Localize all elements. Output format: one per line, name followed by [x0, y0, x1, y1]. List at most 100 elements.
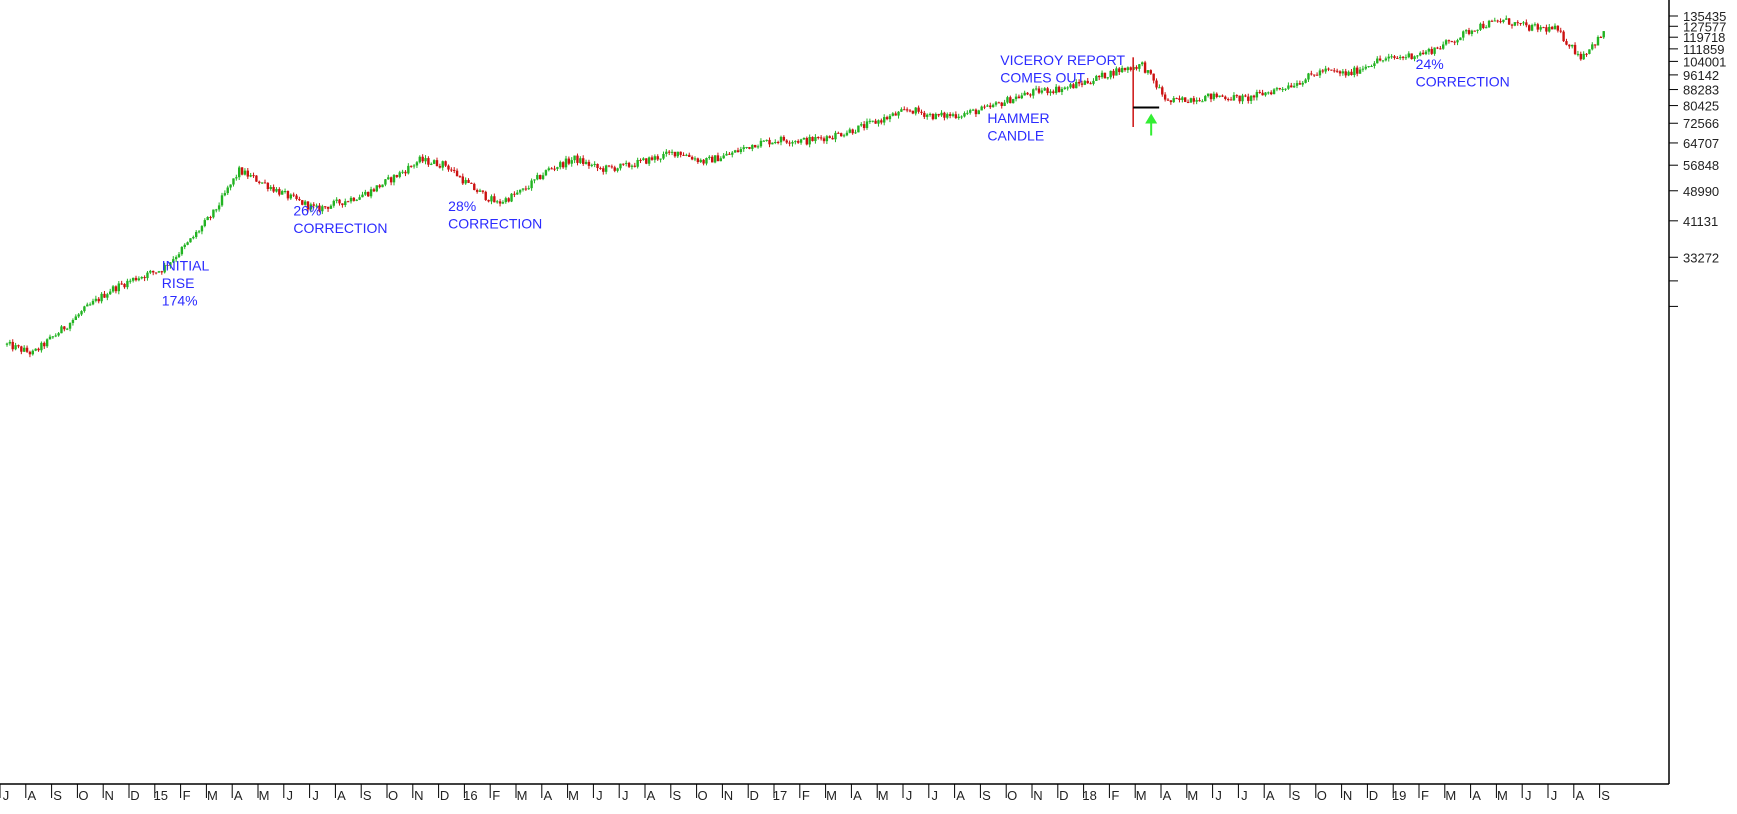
x-tick-label: J	[3, 788, 10, 803]
candle-body	[1186, 101, 1190, 103]
annotation: 28%CORRECTION	[448, 198, 542, 232]
candle-body	[1218, 95, 1221, 97]
y-tick-label: 127577	[1683, 19, 1726, 34]
candle-body	[556, 167, 559, 169]
candle-body	[352, 197, 356, 201]
candle-body	[625, 162, 628, 164]
candle-body	[77, 314, 80, 317]
candle-body	[309, 204, 313, 210]
candle-body	[1003, 102, 1006, 106]
candle-body	[174, 257, 178, 260]
candle-body	[1370, 66, 1373, 68]
candle-body	[1419, 52, 1422, 56]
candle-body	[88, 304, 92, 306]
candle-body	[1430, 48, 1433, 54]
y-tick-label: 48990	[1683, 184, 1719, 199]
candle-body	[1129, 67, 1132, 70]
candle-body	[140, 277, 143, 279]
candle-body	[567, 158, 571, 164]
candle-body	[693, 158, 697, 160]
candle-body	[1181, 97, 1184, 101]
x-tick-label: O	[1007, 788, 1017, 803]
candle-body	[926, 114, 929, 117]
candle-body	[900, 109, 903, 112]
candle-body	[20, 346, 23, 352]
candle-body	[464, 179, 467, 184]
candle-body	[802, 137, 806, 140]
candle-body	[791, 142, 794, 144]
candle-body	[971, 109, 975, 111]
candle-body	[306, 201, 310, 210]
candle-body	[1080, 83, 1084, 85]
candle-body	[1206, 93, 1210, 97]
candle-body	[1596, 36, 1600, 46]
candle-body	[1123, 67, 1127, 71]
annotation: 24%CORRECTION	[1416, 56, 1510, 90]
candle-body	[272, 186, 275, 192]
candle-body	[1424, 51, 1428, 55]
candle-body	[286, 191, 290, 199]
candle-body	[329, 205, 333, 209]
candle-body	[719, 158, 722, 162]
candle-body	[573, 155, 576, 161]
x-tick-label: D	[1369, 788, 1378, 803]
candle-body	[731, 152, 734, 155]
candle-body	[97, 298, 100, 302]
candle-body	[828, 136, 831, 138]
candle-body	[756, 146, 760, 148]
x-tick-label: F	[1421, 788, 1429, 803]
candle-body	[668, 151, 671, 153]
x-tick-label: J	[1551, 788, 1558, 803]
candle-body	[1169, 100, 1173, 103]
x-tick-label: N	[1033, 788, 1042, 803]
candle-body	[318, 205, 321, 212]
x-tick-label: S	[1292, 788, 1301, 803]
candle-body	[1146, 70, 1150, 73]
candle-body	[498, 201, 502, 204]
candle-body	[564, 158, 568, 168]
candle-body	[1330, 69, 1333, 71]
candle-body	[103, 293, 106, 298]
candle-body	[682, 154, 685, 156]
candle-body	[1014, 96, 1018, 100]
candle-body	[1212, 93, 1216, 100]
candle-body	[1493, 20, 1496, 22]
candle-body	[48, 336, 52, 340]
candle-body	[1034, 88, 1038, 90]
candle-body	[1175, 98, 1178, 100]
candle-body	[619, 163, 622, 169]
x-tick-label: O	[388, 788, 398, 803]
candle-body	[974, 109, 978, 115]
candle-body	[587, 161, 591, 166]
annotation-line: INITIAL	[162, 258, 210, 274]
y-tick-label: 64707	[1683, 136, 1719, 151]
y-tick-label: 135435	[1683, 9, 1726, 24]
candle-body	[673, 151, 677, 157]
candle-body	[745, 147, 748, 149]
candle-body	[1103, 72, 1107, 79]
candle-body	[808, 136, 811, 145]
candle-body	[1012, 99, 1015, 104]
hammer-marker	[1133, 106, 1160, 136]
candle-body	[80, 311, 83, 315]
candle-body	[424, 158, 427, 162]
candle-body	[842, 135, 846, 137]
candle-body	[837, 132, 840, 134]
candle-body	[662, 153, 665, 159]
candle-body	[670, 151, 674, 153]
candle-body	[1447, 40, 1451, 42]
candle-body	[1115, 68, 1118, 76]
x-tick-label: F	[802, 788, 810, 803]
candle-body	[152, 270, 155, 273]
candle-body	[937, 113, 940, 116]
candle-body	[160, 271, 163, 273]
candle-body	[321, 206, 324, 212]
candle-body	[736, 150, 740, 153]
candle-body	[1502, 19, 1505, 22]
candle-body	[1267, 92, 1270, 94]
candle-body	[708, 156, 711, 159]
candle-body	[1235, 95, 1238, 97]
candle-body	[332, 200, 335, 206]
candle-body	[1100, 72, 1104, 78]
candle-body	[1499, 21, 1502, 23]
